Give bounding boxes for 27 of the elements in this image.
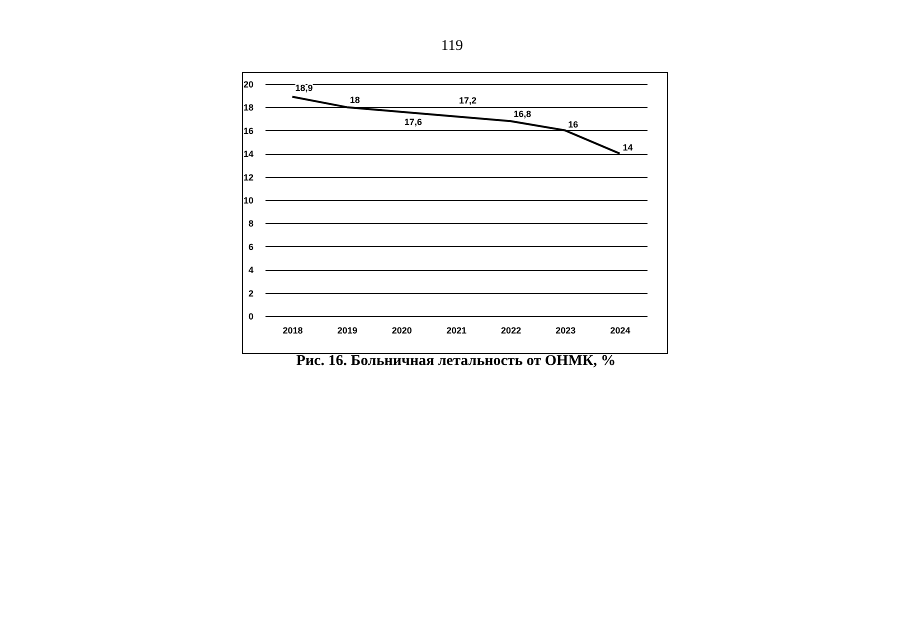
- data-label: 16: [568, 119, 578, 130]
- data-label: 18,9: [295, 82, 313, 93]
- x-tick-label: 2021: [446, 326, 467, 336]
- data-label: 18: [350, 95, 360, 106]
- x-tick-label: 2018: [282, 326, 303, 336]
- data-label: 16,8: [514, 109, 532, 120]
- y-tick-label: 14: [243, 149, 254, 160]
- x-tick-label: 2023: [556, 326, 576, 336]
- y-tick-label: 18: [243, 102, 254, 113]
- y-tick-label: 16: [243, 126, 254, 136]
- y-tick-label: 10: [243, 196, 254, 206]
- text: 119: [440, 38, 464, 55]
- y-tick-label: 6: [248, 242, 254, 252]
- y-tick-label: 4: [248, 265, 254, 276]
- y-tick-label: 12: [243, 172, 254, 182]
- x-tick-label: 2019: [337, 326, 358, 336]
- y-tick-label: 2: [248, 288, 254, 298]
- data-label: 14: [622, 142, 633, 153]
- x-tick-label: 2020: [392, 326, 412, 336]
- data-label: 17,6: [404, 116, 422, 127]
- y-tick-label: 0: [248, 312, 254, 322]
- y-tick-label: 20: [243, 80, 254, 90]
- x-tick-label: 2022: [501, 326, 522, 336]
- data-label: 17,2: [459, 95, 477, 106]
- y-tick-label: 8: [248, 218, 254, 229]
- text: Рис. 16. Больничная летальность от ОНМК, %: [296, 353, 616, 369]
- x-tick-label: 2024: [610, 326, 630, 336]
